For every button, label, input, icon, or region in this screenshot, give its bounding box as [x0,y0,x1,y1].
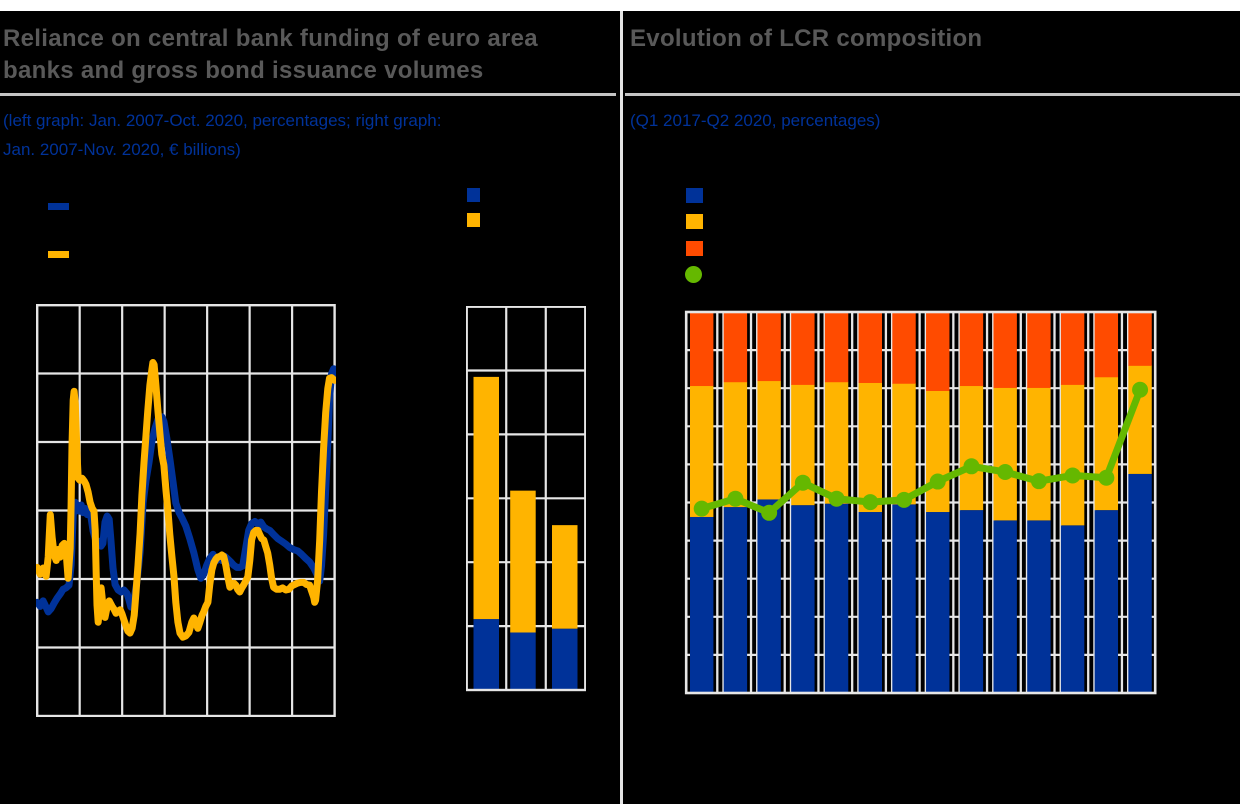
left-title-rule [0,93,616,96]
panel-divider [620,11,623,804]
left-subtitle-line2: Jan. 2007-Nov. 2020, € billions) [3,140,241,159]
top-strip [0,0,1240,11]
yellow-bar-legend-marker [467,213,480,227]
blue-bar-legend-marker [467,188,480,202]
bond-issuance-bar-chart [466,306,586,692]
lcr-orange-legend-marker [686,241,703,256]
right-panel-title: Evolution of LCR composition [630,25,983,52]
left-panel-title-line2: banks and gross bond issuance volumes [3,57,484,84]
right-title-rule [625,93,1240,96]
blue-line-legend-marker [48,203,69,210]
lcr-yellow-legend-marker [686,214,703,229]
funding-line-chart [36,304,336,717]
left-panel-title: Reliance on central bank funding of euro… [3,23,615,87]
left-subtitle-line1: (left graph: Jan. 2007-Oct. 2020, percen… [3,111,442,130]
lcr-blue-legend-marker [686,188,703,203]
left-panel-subtitle: (left graph: Jan. 2007-Oct. 2020, percen… [3,106,442,164]
lcr-green-legend-marker [685,266,702,283]
yellow-line-legend-marker [48,251,69,258]
lcr-composition-chart [684,310,1157,695]
left-panel-title-line1: Reliance on central bank funding of euro… [3,25,538,52]
right-panel-subtitle: (Q1 2017-Q2 2020, percentages) [630,111,881,130]
